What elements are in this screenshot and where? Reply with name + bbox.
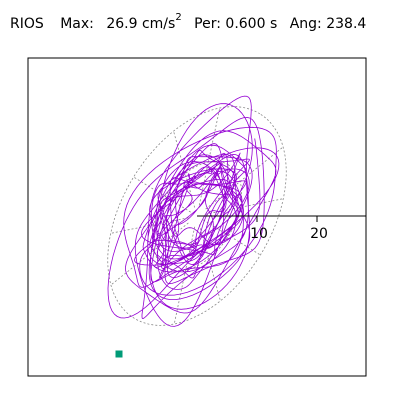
period-label: Per:: [194, 15, 221, 32]
grid-spoke-330: [205, 146, 284, 210]
max-value: 26.9: [106, 15, 138, 32]
grid-spoke-90: [133, 176, 191, 213]
angle-value: 238.4: [326, 15, 367, 32]
max-label: Max:: [60, 15, 94, 32]
grid-ring-20: [107, 106, 287, 326]
max-unit-exponent: 2: [175, 12, 182, 23]
chart-header: RIOS Max: 26.9 cm/s2 Per: 0.600 s Ang: 2…: [10, 12, 367, 36]
radial-tick-label-10: 10: [250, 226, 268, 242]
trace-path: [107, 95, 280, 327]
plot-frame: [27, 57, 367, 377]
grid-spoke-270: [203, 219, 261, 256]
radial-tick-label-20: 20: [310, 226, 328, 242]
polar-axis: 10 20: [197, 215, 366, 242]
grid-spoke-210: [173, 226, 196, 325]
angle-label: Ang:: [289, 15, 322, 32]
start-marker-group: [115, 350, 123, 358]
max-unit: cm/s: [141, 15, 176, 32]
period-unit: s: [269, 15, 278, 32]
period-value: 0.600: [225, 15, 266, 32]
start-marker: [115, 350, 123, 358]
grid-spoke-120: [110, 217, 189, 234]
particle-trace: [107, 95, 280, 327]
station-name: RIOS: [10, 15, 44, 32]
